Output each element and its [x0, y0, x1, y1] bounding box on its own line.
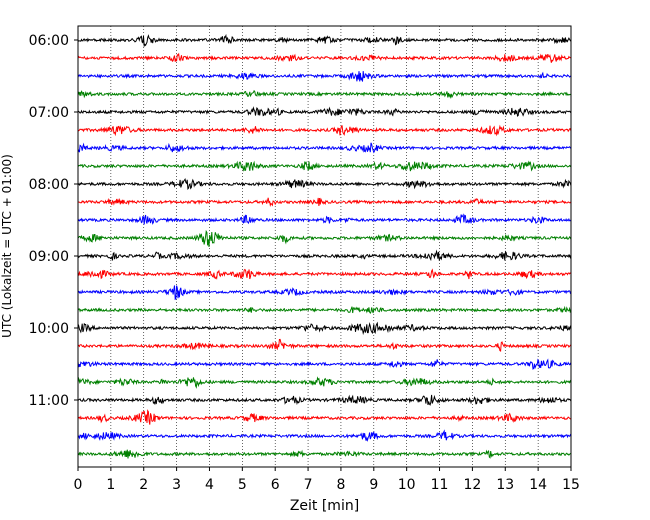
- y-tick-label: 07:00: [29, 105, 69, 121]
- x-tick-label: 10: [398, 477, 416, 493]
- x-tick-label: 4: [205, 477, 214, 493]
- trace-line: [77, 52, 572, 63]
- x-axis-label: Zeit [min]: [290, 498, 359, 514]
- plot-frame: [77, 25, 572, 468]
- trace-line: [77, 124, 572, 137]
- y-axis-label: UTC (Lokalzeit = UTC + 01:00): [0, 154, 14, 338]
- x-axis-ticks: 0 1 2 3 4 5 6 7 8 9 10 11 12 13 14 15: [74, 467, 580, 493]
- trace-line: [78, 449, 572, 459]
- x-tick-label: 9: [369, 477, 378, 493]
- x-tick-label: 5: [238, 477, 247, 493]
- trace-line: [77, 89, 572, 99]
- x-tick-label: 8: [336, 477, 345, 493]
- x-tick-label: 14: [529, 477, 547, 493]
- trace-line: [77, 338, 572, 352]
- trace-line: [77, 268, 571, 280]
- x-tick-label: 2: [139, 477, 148, 493]
- trace-line: [77, 305, 572, 315]
- x-tick-label: 13: [496, 477, 514, 493]
- x-tick-label: 7: [304, 477, 313, 493]
- y-tick-label: 11:00: [29, 393, 69, 409]
- y-tick-label: 10:00: [29, 321, 69, 337]
- x-tick-label: 6: [271, 477, 280, 493]
- x-tick-label: 0: [74, 477, 83, 493]
- trace-line: [77, 321, 572, 336]
- y-tick-label: 08:00: [29, 177, 69, 193]
- trace-line: [77, 213, 572, 225]
- trace-line: [77, 249, 572, 262]
- trace-line: [77, 376, 572, 389]
- x-tick-label: 3: [172, 477, 181, 493]
- trace-line: [77, 409, 572, 425]
- x-tick-label: 11: [431, 477, 449, 493]
- trace-line: [77, 285, 572, 301]
- trace-line: [77, 394, 572, 406]
- x-tick-label: 1: [106, 477, 115, 493]
- trace-line: [77, 160, 572, 172]
- x-tick-label: 15: [562, 477, 580, 493]
- seismic-traces: [77, 33, 572, 459]
- trace-line: [77, 177, 572, 191]
- y-tick-label: 06:00: [29, 33, 69, 49]
- trace-line: [77, 358, 572, 370]
- y-tick-label: 09:00: [29, 249, 69, 265]
- trace-line: [77, 106, 572, 117]
- trace-line: [77, 197, 572, 208]
- trace-line: [77, 33, 572, 48]
- trace-line: [77, 229, 572, 248]
- trace-line: [77, 142, 572, 154]
- x-tick-label: 12: [463, 477, 481, 493]
- y-axis-ticks: 06:00 07:00 08:00 09:00 10:00 11:00: [29, 33, 78, 409]
- trace-line: [77, 71, 572, 82]
- trace-line: [77, 429, 572, 443]
